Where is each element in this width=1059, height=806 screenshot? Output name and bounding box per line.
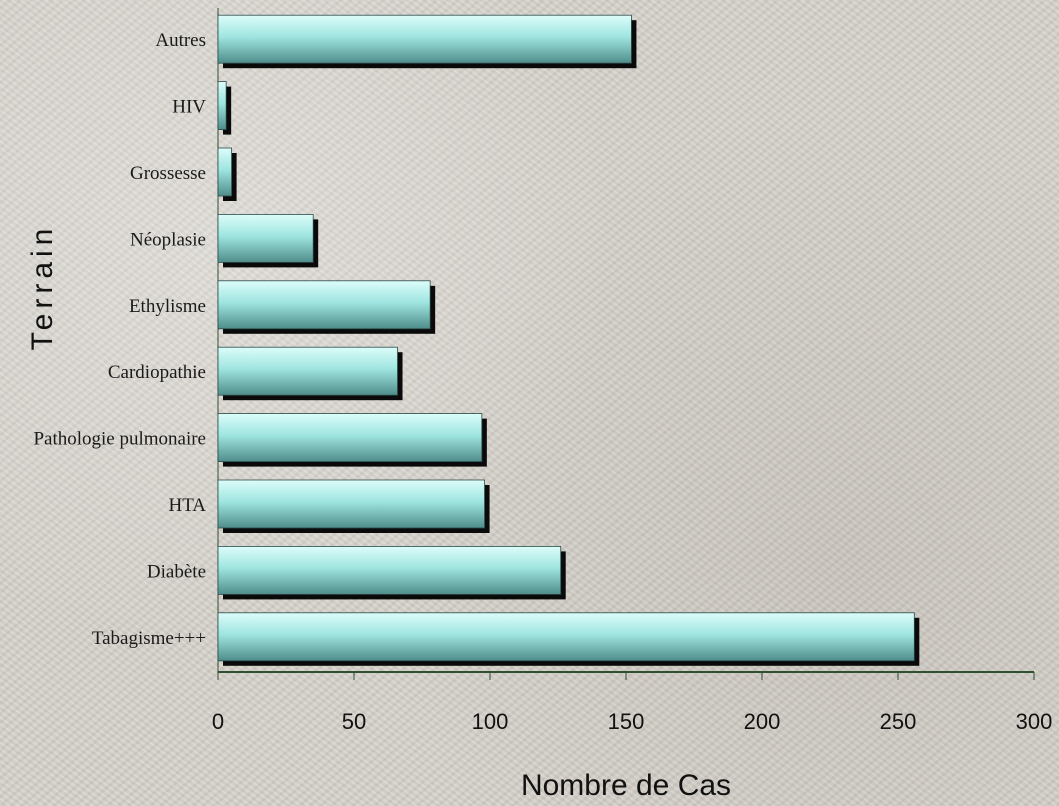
- bar-cardiopathie: [217, 346, 398, 396]
- bar-hiv: [217, 81, 227, 130]
- category-labels: Tabagisme+++ Diabète HTA Pathologie pulmona…: [33, 30, 206, 649]
- bar-pathologie-pulmonaire: [217, 413, 483, 463]
- bars: [217, 14, 920, 666]
- category-label: Autres: [155, 30, 206, 51]
- bar-shadow: [223, 86, 232, 135]
- category-label: Néoplasie: [130, 229, 206, 250]
- x-tick-label: 300: [1016, 709, 1053, 734]
- x-tick-label: 100: [472, 709, 509, 734]
- bar-n-oplasie: [217, 213, 314, 263]
- x-axis-title: Nombre de Cas: [521, 769, 731, 802]
- x-tick-label: 50: [342, 709, 366, 734]
- x-axis-ticks: 0 50 100 150 200 250 300: [212, 672, 1052, 734]
- category-label: Grossesse: [130, 163, 206, 184]
- bar-autres: [217, 14, 632, 64]
- bar-ethylisme: [217, 280, 431, 330]
- category-label: HIV: [172, 97, 206, 118]
- category-label: Tabagisme+++: [92, 628, 206, 649]
- category-label: Ethylisme: [129, 296, 206, 317]
- category-label: Cardiopathie: [108, 362, 206, 383]
- bar-tabagisme: [217, 612, 915, 662]
- bar-diab-te: [217, 546, 562, 595]
- x-tick-label: 150: [608, 709, 645, 734]
- x-tick-label: 200: [744, 709, 781, 734]
- plot-area: 0 50 100 150 200 250 300 Tabagisme+++ Diabète HT…: [33, 8, 1052, 734]
- x-tick-label: 0: [212, 709, 224, 734]
- category-label: Diabète: [147, 561, 206, 582]
- category-label: Pathologie pulmonaire: [33, 429, 206, 450]
- x-tick-label: 250: [880, 709, 917, 734]
- category-label: HTA: [168, 495, 206, 516]
- bar-grossesse: [217, 147, 232, 197]
- bar-hta: [217, 479, 485, 529]
- y-axis-title: Terrain: [26, 224, 59, 351]
